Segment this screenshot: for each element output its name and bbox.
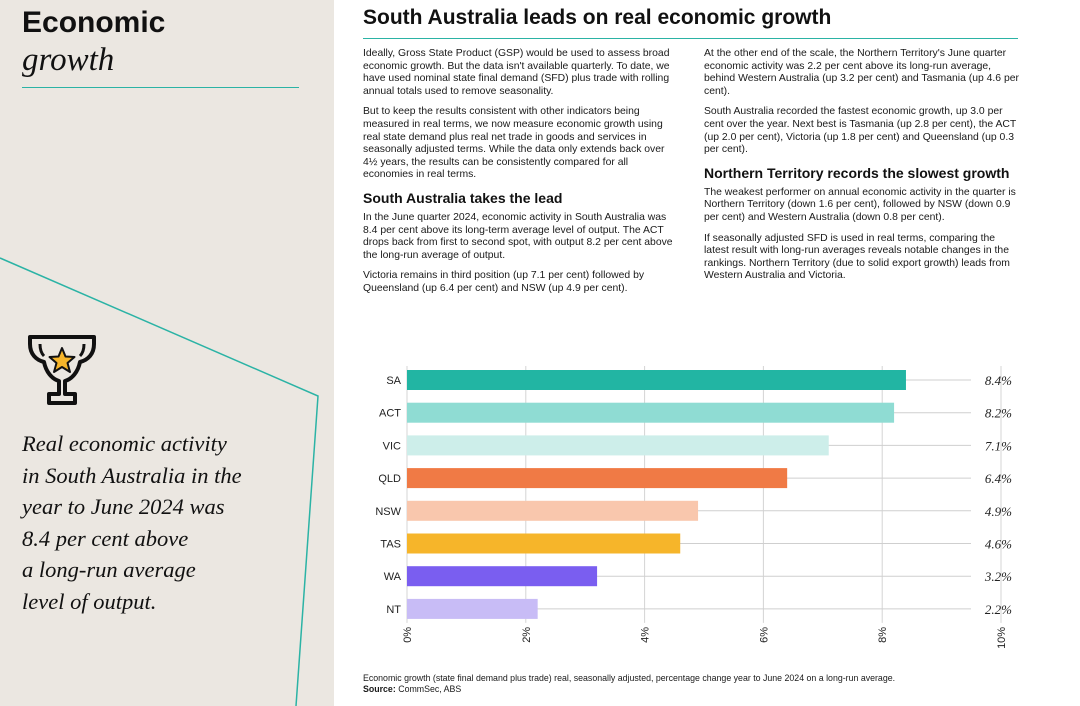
- source-label: Source:: [363, 684, 396, 694]
- x-tick-label: 8%: [877, 627, 889, 643]
- paragraph: But to keep the results consistent with …: [363, 106, 665, 181]
- value-label: 8.4%: [985, 373, 1012, 388]
- page-title: South Australia leads on real economic g…: [363, 6, 832, 29]
- quote-line: 8.4 per cent above: [22, 525, 189, 551]
- bar: [407, 370, 906, 390]
- title-divider: [363, 38, 1018, 39]
- category-label: NT: [386, 604, 401, 616]
- value-label: 3.2%: [984, 569, 1012, 584]
- chart-caption: Economic growth (state final demand plus…: [363, 673, 1063, 695]
- quote-line: year to June 2024 was: [22, 494, 225, 519]
- section-subtitle: growth: [22, 42, 115, 78]
- category-label: TAS: [380, 539, 401, 551]
- subheading: Northern Territory records the slowest g…: [704, 164, 1010, 181]
- article-column-2: At the other end of the scale, the North…: [704, 48, 1020, 291]
- section-title: Economic: [22, 6, 166, 39]
- bar: [407, 435, 829, 456]
- paragraph: At the other end of the scale, the North…: [704, 48, 1019, 97]
- bar: [407, 468, 788, 489]
- value-label: 8.2%: [985, 406, 1012, 421]
- x-tick-label: 0%: [402, 627, 414, 643]
- bar: [407, 402, 895, 423]
- value-label: 4.6%: [985, 537, 1012, 552]
- bar: [407, 533, 681, 554]
- paragraph: If seasonally adjusted SFD is used in re…: [704, 232, 1010, 282]
- paragraph: The weakest performer on annual economic…: [704, 186, 1016, 223]
- paragraph: Victoria remains in third position (up 7…: [363, 270, 645, 294]
- paragraph: Ideally, Gross State Product (GSP) would…: [363, 48, 670, 97]
- subheading: South Australia takes the lead: [363, 189, 563, 206]
- quote-line: in South Australia in the: [22, 462, 242, 488]
- source-line: Source: CommSec, ABS: [363, 684, 1063, 695]
- value-label: 7.1%: [985, 438, 1012, 453]
- paragraph: In the June quarter 2024, economic activ…: [363, 211, 673, 261]
- quote-line: a long-run average: [22, 557, 196, 582]
- caption-text: Economic growth (state final demand plus…: [363, 673, 896, 683]
- category-label: ACT: [379, 408, 401, 420]
- x-tick-label: 2%: [521, 627, 533, 643]
- quote-line: level of output.: [22, 588, 157, 614]
- bar: [407, 566, 598, 587]
- quote-line: Real economic activity: [22, 431, 227, 456]
- x-tick-label: 4%: [640, 627, 652, 643]
- trophy-star-icon: [28, 335, 96, 405]
- x-tick-label: 6%: [758, 627, 770, 643]
- paragraph: South Australia recorded the fastest eco…: [704, 106, 1017, 156]
- sidebar: Economic growth Real economic activity i…: [0, 0, 334, 706]
- category-label: WA: [384, 571, 402, 583]
- category-label: NSW: [375, 506, 401, 518]
- decorative-lines: [0, 257, 319, 706]
- x-tick-label: 10%: [996, 627, 1008, 649]
- value-label: 6.4%: [985, 471, 1012, 486]
- article-column-1: Ideally, Gross State Product (GSP) would…: [363, 48, 679, 304]
- bar-chart: SA 8.4% ACT 8.2% VIC 7.1% QLD 6.4% NSW 4.9% TAS 4.6…: [375, 366, 1012, 649]
- pull-quote: Real economic activity in South Australi…: [22, 428, 312, 617]
- category-label: VIC: [383, 440, 401, 452]
- category-label: SA: [386, 375, 401, 387]
- source-text: CommSec, ABS: [398, 684, 462, 694]
- value-label: 2.2%: [985, 602, 1012, 617]
- bar: [407, 500, 699, 521]
- value-label: 4.9%: [985, 504, 1012, 519]
- bar: [407, 598, 538, 619]
- title-divider: [22, 87, 299, 88]
- category-label: QLD: [378, 473, 401, 485]
